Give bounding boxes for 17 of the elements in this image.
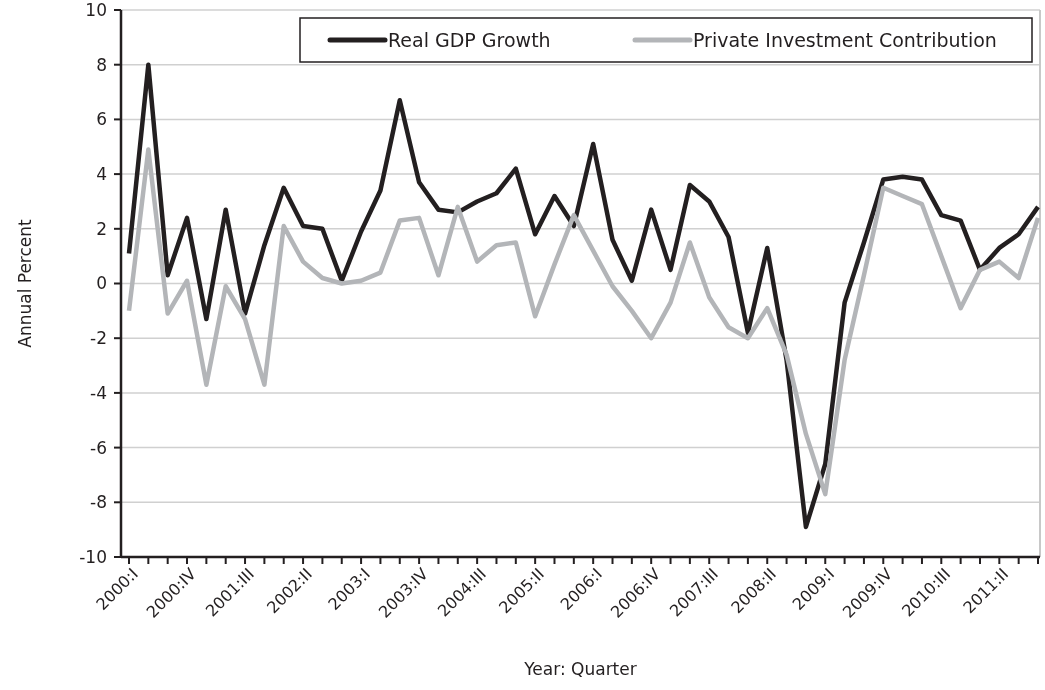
line-series xyxy=(126,147,1041,497)
y-tick-label: -10 xyxy=(79,546,107,567)
y-tick-label: -6 xyxy=(90,437,107,458)
y-tick-label: 0 xyxy=(96,273,107,294)
y-tick-label: 4 xyxy=(96,164,107,185)
y-tick-label: 6 xyxy=(96,109,107,130)
x-axis-title: Year: Quarter xyxy=(523,659,637,679)
y-tick-label: -2 xyxy=(90,328,107,349)
y-tick-label: -8 xyxy=(90,492,107,513)
y-tick-label: -4 xyxy=(90,382,107,403)
y-tick-label: 10 xyxy=(85,0,107,20)
y-tick-label: 8 xyxy=(96,54,107,75)
legend-label: Real GDP Growth xyxy=(388,28,551,51)
legend-label: Private Investment Contribution xyxy=(693,28,997,51)
y-axis-title: Annual Percent xyxy=(15,218,35,348)
line-series xyxy=(126,62,1041,530)
y-tick-label: 2 xyxy=(96,218,107,239)
